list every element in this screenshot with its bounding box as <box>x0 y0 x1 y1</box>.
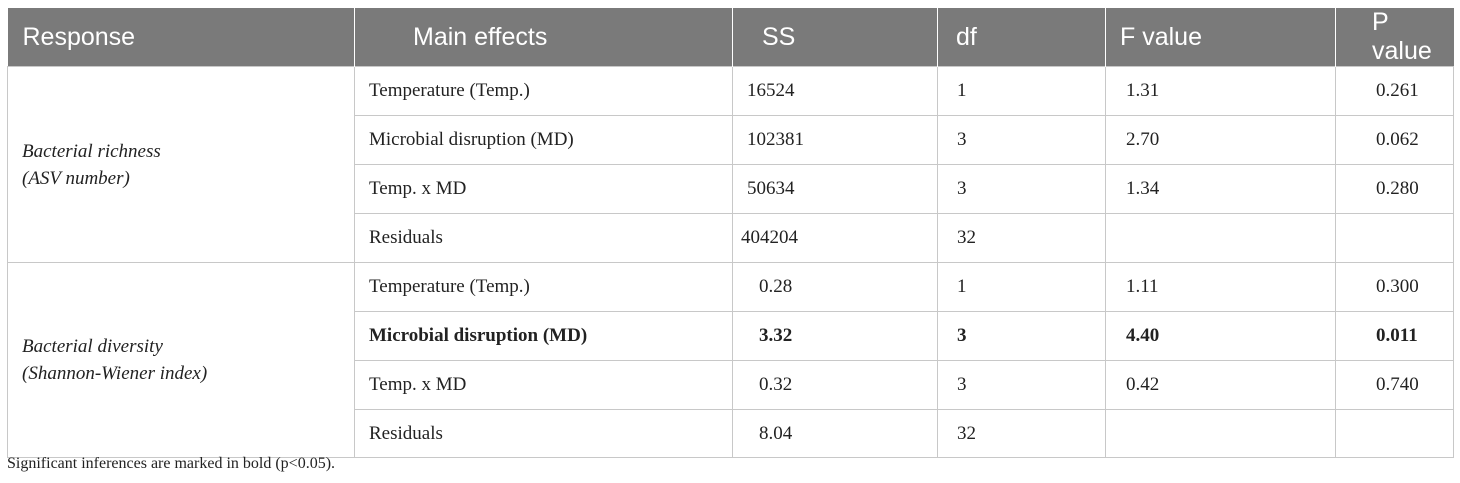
table-footnote: Significant inferences are marked in bol… <box>7 455 336 472</box>
ss-cell: 0.28 <box>732 262 938 312</box>
ss-cell: 16524 <box>732 66 938 116</box>
header-main-effects: Main effects <box>354 8 733 67</box>
df-cell: 3 <box>937 311 1106 361</box>
table-row: Residuals 404204 32 <box>8 213 1454 263</box>
table-row: Bacterial diversity (Shannon-Wiener inde… <box>7 262 1454 458</box>
df-cell: 32 <box>937 213 1106 263</box>
effect-cell: Temperature (Temp.) <box>354 262 733 312</box>
table-row: Residuals 8.04 32 <box>8 409 1454 458</box>
response-label-line2: (Shannon-Wiener index) <box>22 363 208 384</box>
ss-cell: 102381 <box>732 115 938 165</box>
effect-cell: Temp. x MD <box>354 360 733 410</box>
response-cell-diversity: Bacterial diversity (Shannon-Wiener inde… <box>7 262 355 458</box>
table-row-significant: Microbial disruption (MD) 3.32 3 4.40 0.… <box>8 311 1454 361</box>
table-row: Bacterial richness (ASV number) Temperat… <box>7 66 1454 263</box>
f-value-cell: 1.31 <box>1105 66 1336 116</box>
effect-cell: Temperature (Temp.) <box>354 66 733 116</box>
f-value-cell: 1.34 <box>1105 164 1336 214</box>
p-value-cell: 0.062 <box>1335 115 1454 165</box>
df-cell: 1 <box>937 262 1106 312</box>
f-value-cell <box>1105 213 1336 263</box>
p-value-cell: 0.280 <box>1335 164 1454 214</box>
p-value-cell <box>1335 409 1454 458</box>
ss-cell: 50634 <box>732 164 938 214</box>
table-row: Temp. x MD 50634 3 1.34 0.280 <box>8 164 1454 214</box>
df-cell: 32 <box>937 409 1106 458</box>
ss-cell: 8.04 <box>732 409 938 458</box>
header-ss: SS <box>732 8 938 67</box>
f-value-cell <box>1105 409 1336 458</box>
effect-cell: Temp. x MD <box>354 164 733 214</box>
effect-cell: Microbial disruption (MD) <box>354 311 733 361</box>
header-response: Response <box>7 8 355 67</box>
response-label-line2: (ASV number) <box>22 167 130 189</box>
df-cell: 3 <box>937 360 1106 410</box>
p-value-cell: 0.740 <box>1335 360 1454 410</box>
effect-cell: Residuals <box>354 409 733 458</box>
effect-cell: Microbial disruption (MD) <box>354 115 733 165</box>
ss-cell: 404204 <box>732 213 938 263</box>
f-value-cell: 2.70 <box>1105 115 1336 165</box>
ss-cell: 3.32 <box>732 311 938 361</box>
p-value-cell: 0.261 <box>1335 66 1454 116</box>
response-label-line1: Bacterial diversity <box>22 336 163 357</box>
p-value-cell: 0.300 <box>1335 262 1454 312</box>
response-cell-richness: Bacterial richness (ASV number) <box>7 66 355 263</box>
p-value-cell: 0.011 <box>1335 311 1454 361</box>
df-cell: 3 <box>937 164 1106 214</box>
header-f-value: F value <box>1105 8 1336 67</box>
effect-cell: Residuals <box>354 213 733 263</box>
ss-cell: 0.32 <box>732 360 938 410</box>
header-p-value: P value <box>1335 8 1454 67</box>
p-value-cell <box>1335 213 1454 263</box>
anova-table: Response Main effects SS df F value P va… <box>7 8 1454 458</box>
table-row: Microbial disruption (MD) 102381 3 2.70 … <box>8 115 1454 165</box>
response-label-line1: Bacterial richness <box>22 140 161 162</box>
header-df: df <box>937 8 1106 67</box>
df-cell: 1 <box>937 66 1106 116</box>
df-cell: 3 <box>937 115 1106 165</box>
f-value-cell: 1.11 <box>1105 262 1336 312</box>
header-row: Response Main effects SS df F value P va… <box>7 8 1454 67</box>
f-value-cell: 4.40 <box>1105 311 1336 361</box>
f-value-cell: 0.42 <box>1105 360 1336 410</box>
